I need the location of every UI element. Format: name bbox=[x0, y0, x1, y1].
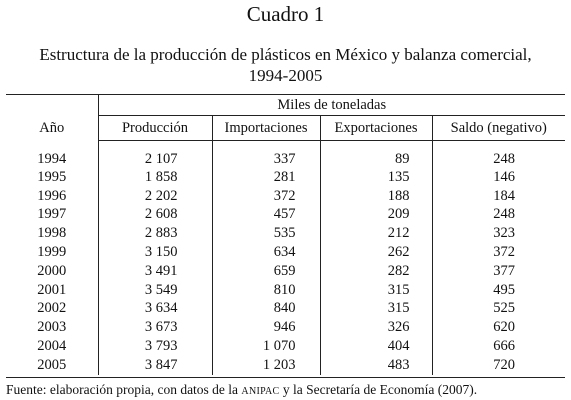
exports-cell: 315 bbox=[319, 280, 432, 300]
year-cell: 1999 bbox=[6, 243, 99, 262]
year-cell: 1997 bbox=[6, 205, 99, 225]
balance-cell: 495 bbox=[431, 280, 566, 300]
table-row: 2004 3 793 1 070 404 666 bbox=[6, 337, 566, 356]
balance-cell: 525 bbox=[431, 299, 566, 319]
data-table-container: Año Miles de toneladas Producción Import… bbox=[6, 94, 566, 378]
exports-cell: 315 bbox=[319, 299, 432, 319]
source-note-prefix: Fuente: elaboración propia, con datos de… bbox=[6, 382, 242, 397]
table-row: 2005 3 847 1 203 483 720 bbox=[6, 355, 566, 375]
exports-cell: 188 bbox=[319, 186, 432, 206]
units-group-header: Miles de toneladas bbox=[98, 95, 566, 116]
imports-column-header: Importaciones bbox=[211, 115, 320, 141]
production-cell: 3 673 bbox=[144, 319, 178, 336]
table-row: 1994 2 107 337 89 248 bbox=[6, 140, 566, 168]
production-cell: 2 107 bbox=[144, 151, 178, 167]
table-row: 1995 1 858 281 135 146 bbox=[6, 168, 566, 187]
exports-cell: 404 bbox=[319, 337, 432, 356]
balance-cell: 323 bbox=[431, 224, 566, 244]
source-note-acronym: ANIPAC bbox=[241, 386, 280, 397]
exports-cell: 89 bbox=[319, 140, 432, 168]
plastics-production-table: Año Miles de toneladas Producción Import… bbox=[6, 95, 566, 375]
year-cell: 2003 bbox=[6, 318, 99, 338]
table-row: 1996 2 202 372 188 184 bbox=[6, 186, 566, 206]
year-cell: 2005 bbox=[6, 355, 99, 375]
balance-cell: 372 bbox=[431, 243, 566, 262]
table-row: 2000 3 491 659 282 377 bbox=[6, 261, 566, 281]
exports-cell: 209 bbox=[319, 205, 432, 225]
table-row: 1998 2 883 535 212 323 bbox=[6, 224, 566, 244]
imports-cell: 337 bbox=[211, 140, 320, 168]
year-cell: 2002 bbox=[6, 299, 99, 319]
imports-cell: 946 bbox=[211, 318, 320, 338]
exports-cell: 212 bbox=[319, 224, 432, 244]
year-cell: 1994 bbox=[6, 140, 99, 168]
year-cell: 2004 bbox=[6, 337, 99, 356]
imports-cell: 457 bbox=[211, 205, 320, 225]
production-cell: 3 491 bbox=[144, 262, 178, 279]
imports-cell: 810 bbox=[211, 280, 320, 300]
year-cell: 1995 bbox=[6, 168, 99, 187]
imports-cell: 659 bbox=[211, 261, 320, 281]
table-row: 2001 3 549 810 315 495 bbox=[6, 280, 566, 300]
exports-cell: 483 bbox=[319, 355, 432, 375]
imports-cell: 1 070 bbox=[211, 337, 320, 356]
table-caption: Cuadro 1 bbox=[246, 2, 325, 26]
production-cell: 1 858 bbox=[144, 168, 178, 185]
balance-cell: 377 bbox=[431, 261, 566, 281]
year-cell: 2001 bbox=[6, 280, 99, 300]
imports-cell: 372 bbox=[211, 186, 320, 206]
exports-cell: 326 bbox=[319, 318, 432, 338]
source-note-suffix: y la Secretaría de Economía (2007). bbox=[279, 382, 478, 397]
table-body: 1994 2 107 337 89 248 1995 1 858 281 135… bbox=[6, 140, 566, 375]
balance-cell: 620 bbox=[431, 318, 566, 338]
table-row: 1999 3 150 634 262 372 bbox=[6, 243, 566, 262]
table-row: 1997 2 608 457 209 248 bbox=[6, 205, 566, 225]
production-cell: 3 847 bbox=[144, 356, 178, 373]
exports-column-header: Exportaciones bbox=[319, 115, 432, 141]
table-row: 2003 3 673 946 326 620 bbox=[6, 318, 566, 338]
year-cell: 1996 bbox=[6, 186, 99, 206]
imports-cell: 281 bbox=[211, 168, 320, 187]
year-cell: 1998 bbox=[6, 224, 99, 244]
production-cell: 3 549 bbox=[144, 281, 178, 298]
production-cell: 2 883 bbox=[144, 225, 178, 242]
table-subtitle: Estructura de la producción de plásticos… bbox=[0, 44, 571, 86]
source-note: Fuente: elaboración propia, con datos de… bbox=[6, 382, 477, 400]
production-cell: 3 793 bbox=[144, 338, 178, 355]
imports-cell: 840 bbox=[211, 299, 320, 319]
balance-cell: 146 bbox=[431, 168, 566, 187]
exports-cell: 135 bbox=[319, 168, 432, 187]
balance-column-header: Saldo (negativo) bbox=[431, 115, 566, 141]
year-cell: 2000 bbox=[6, 261, 99, 281]
balance-cell: 720 bbox=[431, 355, 566, 375]
exports-cell: 262 bbox=[319, 243, 432, 262]
production-cell: 2 202 bbox=[144, 187, 178, 204]
production-cell: 3 634 bbox=[144, 300, 178, 317]
imports-cell: 634 bbox=[211, 243, 320, 262]
balance-cell: 248 bbox=[431, 205, 566, 225]
table-subtitle-line-2: 1994-2005 bbox=[248, 66, 323, 85]
year-column-header: Año bbox=[6, 95, 99, 141]
balance-cell: 248 bbox=[431, 140, 566, 168]
production-cell: 2 608 bbox=[144, 206, 178, 223]
imports-cell: 535 bbox=[211, 224, 320, 244]
production-cell: 3 150 bbox=[144, 244, 178, 261]
balance-cell: 666 bbox=[431, 337, 566, 356]
table-subtitle-line-1: Estructura de la producción de plásticos… bbox=[39, 45, 532, 64]
imports-cell: 1 203 bbox=[211, 355, 320, 375]
exports-cell: 282 bbox=[319, 261, 432, 281]
table-row: 2002 3 634 840 315 525 bbox=[6, 299, 566, 319]
balance-cell: 184 bbox=[431, 186, 566, 206]
production-column-header: Producción bbox=[98, 115, 212, 141]
